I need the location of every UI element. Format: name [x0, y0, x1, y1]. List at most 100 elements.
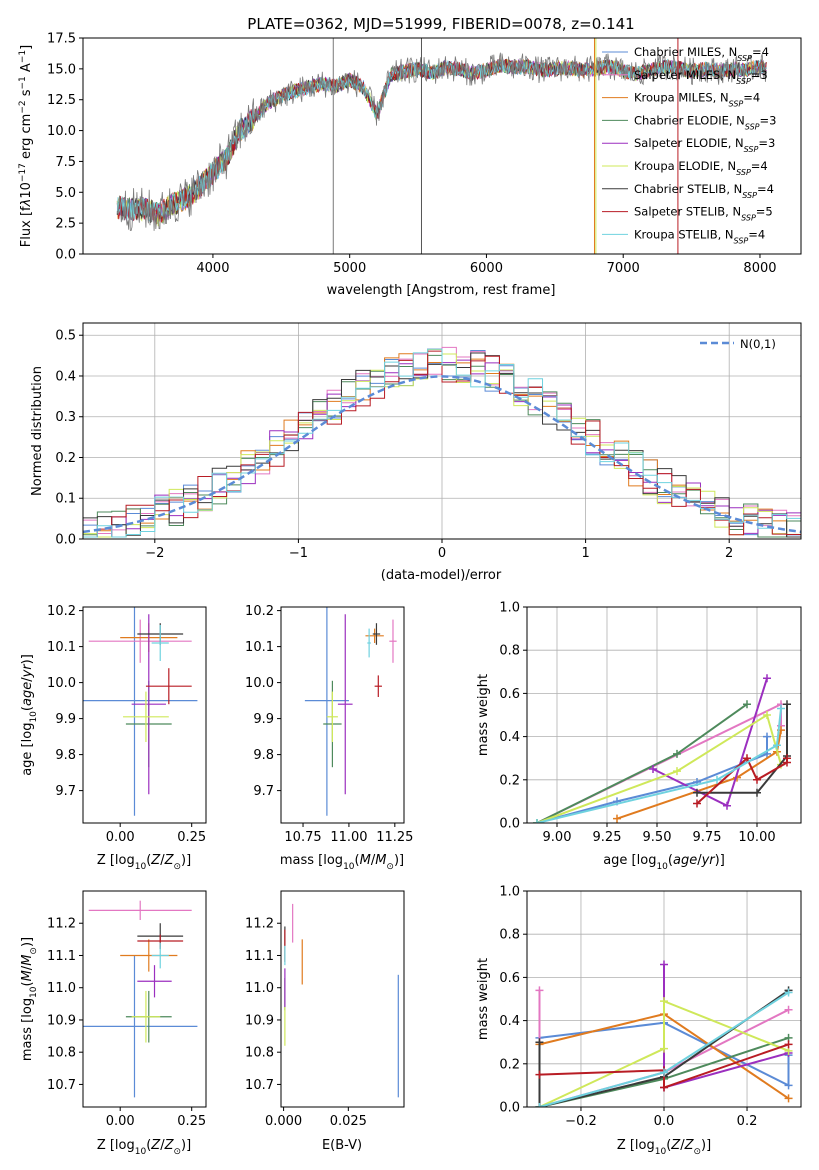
y-tick-label: 10.8	[47, 1046, 76, 1061]
mass-weight-marker	[693, 788, 701, 797]
mass-weight-line	[536, 713, 782, 823]
massweight-vs-age-panel: 9.00 9.25 9.50 9.75 10.000.00.20.40.60.81.0 …	[476, 601, 802, 872]
axes-frame	[82, 37, 802, 255]
legend-subscript: SSP	[736, 76, 751, 85]
x-tick-label: 9.75	[693, 830, 722, 845]
x-tick-label: 9.00	[543, 830, 572, 845]
y-tick-label: 10.7	[47, 1078, 76, 1093]
x-tick-label: 7000	[607, 261, 640, 276]
y-tick-label: 15.0	[47, 62, 76, 77]
mass-weight-line	[539, 999, 789, 1107]
mass-weight-line	[536, 708, 782, 823]
massweight-vs-age-xlabel: age [log10(age/yr)]	[603, 853, 725, 872]
legend-count: =5	[756, 205, 773, 219]
axes-frame	[82, 890, 207, 1108]
mass-weight-marker	[535, 1070, 544, 1079]
y-tick-label: 17.5	[47, 32, 76, 47]
mass-weight-marker	[693, 799, 701, 808]
plot-content	[83, 607, 198, 816]
y-tick-label: 10.0	[245, 676, 274, 691]
legend-count: =4	[743, 91, 760, 105]
age-vs-mass-xlabel: mass [log10(M/M⊙)]	[280, 853, 404, 872]
legend-subscript: SSP	[737, 54, 752, 63]
x-tick-label: −0.2	[565, 1114, 597, 1129]
y-tick-label: 11.1	[47, 949, 76, 964]
x-tick-label: 2	[725, 546, 733, 561]
mass-weight-marker	[784, 1040, 793, 1049]
x-tick-label: 0.00	[106, 830, 135, 845]
legend-subscript: SSP	[742, 190, 757, 199]
mass-weight-marker	[773, 741, 781, 750]
legend-label: Kroupa STELIB, NSSP=4	[634, 227, 765, 245]
legend-subscript: SSP	[736, 168, 751, 177]
x-tick-label: 10.00	[738, 830, 775, 845]
y-tick-label: 0.1	[55, 492, 76, 507]
y-tick-label: 0.8	[499, 644, 520, 659]
residuals-ylabel: Normed distribution	[30, 366, 45, 496]
mass-weight-marker	[763, 732, 771, 741]
y-tick-label: 0.2	[55, 451, 76, 466]
x-tick-label: 9.25	[593, 830, 622, 845]
legend-label: Salpeter ELODIE, NSSP=3	[634, 136, 775, 154]
mass-weight-marker	[713, 775, 721, 784]
y-tick-label: 10.1	[47, 640, 76, 655]
spectrum-panel: PLATE=0362, MJD=51999, FIBERID=0078, z=0…	[18, 15, 802, 298]
age-vs-Z-plot-area: 0.00 0.25 9.7 9.8 9.9 10.0 10.1 10.2	[47, 604, 207, 845]
mass-weight-marker	[753, 775, 761, 784]
x-tick-label: 0.025	[330, 1114, 367, 1129]
y-tick-label: 11.1	[245, 949, 274, 964]
mass-weight-marker	[535, 986, 544, 995]
spectrum-ylabel: Flux [fλ10−17 erg cm−2 s−1 A−1]	[18, 45, 34, 247]
plot-content	[304, 607, 397, 816]
age-vs-mass-panel: 10.75 11.00 11.25 9.7 9.8 9.9 10.0 10.1 10.2 mas…	[245, 604, 413, 872]
age-vs-mass-plot-area: 10.75 11.00 11.25 9.7 9.8 9.9 10.0 10.1 10.2	[245, 604, 413, 845]
mass-weight-marker	[673, 767, 681, 776]
mass-weight-marker	[660, 1068, 668, 1077]
y-tick-label: 9.8	[253, 748, 274, 763]
x-tick-label: 6000	[470, 261, 503, 276]
mass-vs-ebv-plot-area: 0.000 0.025 10.7 10.8 10.9 11.0 11.1 11.2	[245, 890, 405, 1129]
y-tick-label: 0.6	[499, 687, 520, 702]
legend-subscript: SSP	[734, 236, 749, 245]
mass-weight-marker	[613, 814, 621, 823]
mass-weight-marker	[673, 749, 681, 758]
legend-label: N(0,1)	[740, 337, 776, 351]
massweight-vs-Z-ylabel: mass weight	[476, 958, 491, 1040]
y-tick-label: 0.0	[499, 1101, 520, 1116]
age-vs-Z-panel: 0.00 0.25 9.7 9.8 9.9 10.0 10.1 10.2 Z [log10(Z…	[20, 604, 207, 872]
x-tick-label: 9.50	[643, 830, 672, 845]
y-tick-label: 11.0	[47, 981, 76, 996]
mass-weight-marker	[783, 754, 791, 763]
mass-weight-marker	[784, 988, 793, 997]
x-tick-label: 0.25	[177, 830, 206, 845]
mass-weight-marker	[660, 1044, 668, 1053]
mass-weight-marker	[535, 1038, 544, 1047]
spectrum-xlabel: wavelength [Angstrom, rest frame]	[327, 283, 556, 298]
legend-label: Kroupa ELODIE, NSSP=4	[634, 159, 768, 177]
y-tick-label: 7.5	[55, 155, 76, 170]
legend-label: Chabrier STELIB, NSSP=4	[634, 182, 774, 200]
y-tick-label: 12.5	[47, 93, 76, 108]
legend-count: =3	[760, 113, 777, 127]
mass-weight-line	[697, 704, 788, 794]
legend-count: =4	[751, 159, 768, 173]
legend-count: =4	[752, 45, 769, 59]
x-tick-label: −2	[145, 546, 164, 561]
y-tick-label: 2.5	[55, 217, 76, 232]
y-tick-label: 10.2	[47, 604, 76, 619]
y-tick-label: 1.0	[499, 885, 520, 900]
axes-frame	[526, 606, 802, 824]
axes-frame	[280, 890, 405, 1108]
y-tick-label: 10.0	[47, 676, 76, 691]
y-tick-label: 9.7	[55, 784, 76, 799]
x-tick-label: 0.0	[654, 1114, 675, 1129]
age-vs-Z-ylabel: age [log10(age/yr)]	[20, 654, 39, 776]
x-tick-label: 0.25	[177, 1114, 206, 1129]
x-tick-label: 10.75	[284, 830, 321, 845]
mass-vs-Z-xlabel: Z [log10(Z/Z⊙)]	[97, 1138, 191, 1157]
massweight-vs-age-ylabel: mass weight	[476, 674, 491, 756]
y-tick-label: 10.9	[47, 1013, 76, 1028]
plot-content	[83, 900, 198, 1098]
massweight-vs-Z-panel: −0.2 0.0 0.2 0.0 0.2 0.4 0.6 0.8 1.0 Z [log10(Z/…	[476, 885, 802, 1157]
